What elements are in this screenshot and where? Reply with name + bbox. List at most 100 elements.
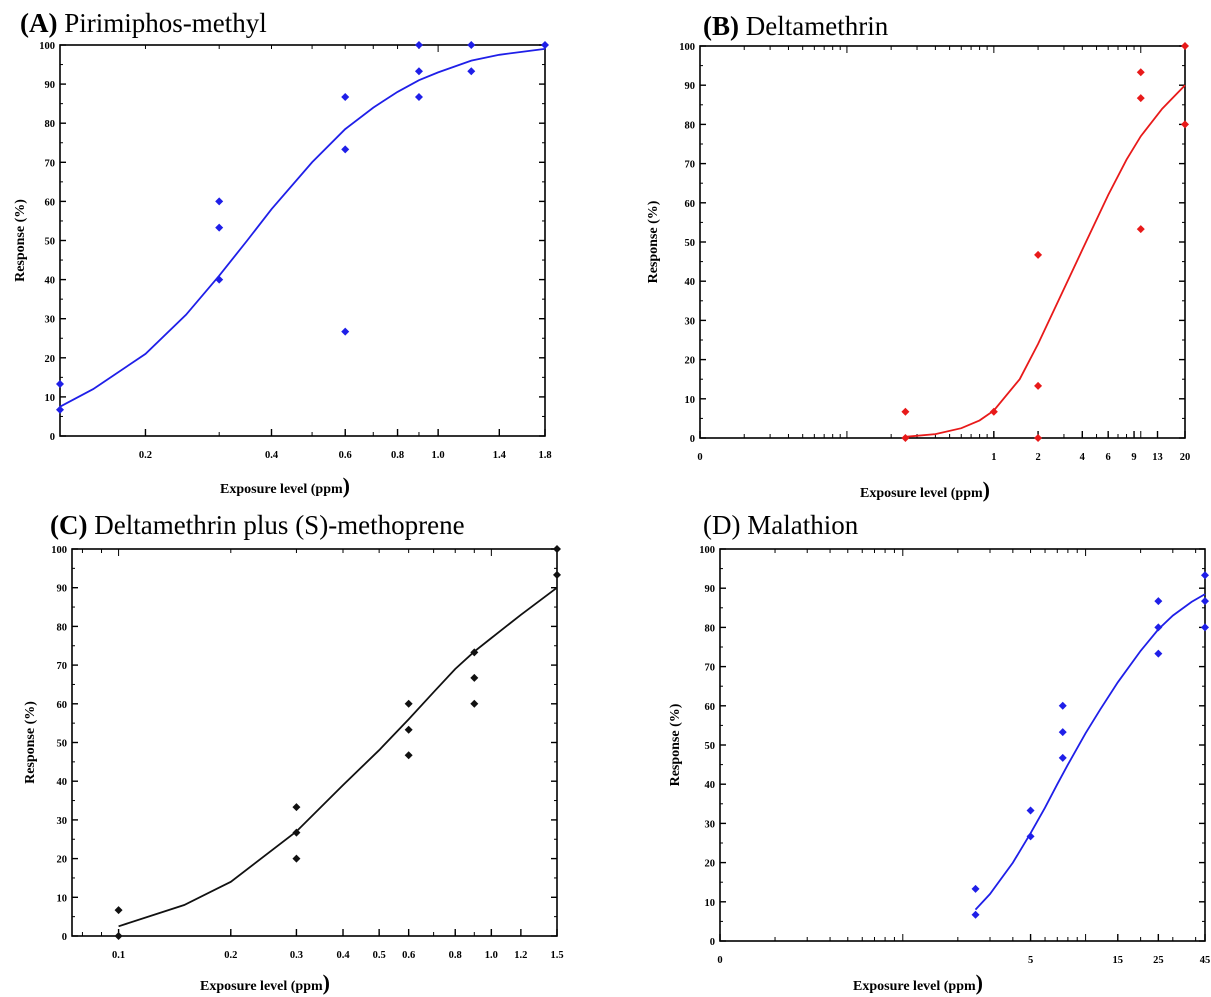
- x-tick-label: 5: [1028, 955, 1033, 966]
- x-tick-label: 0.6: [402, 950, 415, 961]
- x-axis-label-text: Exposure level (ppm: [860, 486, 983, 501]
- x-tick-label: 25: [1153, 955, 1164, 966]
- y-tick-label: 90: [45, 80, 56, 91]
- data-point: [901, 434, 910, 442]
- x-tick-label: 0.1: [112, 950, 125, 961]
- data-point: [470, 699, 479, 708]
- x-tick-label: 0.5: [373, 950, 386, 961]
- y-axis-label: Response (%): [668, 703, 683, 786]
- y-tick-label: 80: [57, 622, 68, 633]
- data-point: [971, 884, 980, 893]
- x-axis-label-paren: ): [323, 970, 330, 995]
- data-point: [470, 673, 479, 682]
- fitted-curve: [905, 84, 1186, 438]
- y-tick-label: 30: [57, 816, 68, 827]
- y-tick-label: 60: [45, 197, 56, 208]
- x-tick-label: 1.5: [550, 950, 563, 961]
- y-tick-label: 70: [57, 661, 68, 672]
- plot-frame: [71, 548, 558, 937]
- data-point: [1201, 597, 1209, 606]
- data-point: [215, 197, 224, 206]
- y-tick-label: 40: [45, 276, 56, 287]
- data-point: [404, 699, 413, 708]
- x-tick-label: 2: [1035, 452, 1040, 463]
- x-axis-label-paren: ): [343, 473, 350, 498]
- fitted-curve: [59, 48, 546, 408]
- data-point: [341, 327, 350, 336]
- y-axis-label: Response (%): [13, 199, 28, 282]
- y-tick-label: 100: [679, 42, 695, 53]
- panel-title: (D) Malathion: [703, 510, 859, 540]
- data-point: [1201, 623, 1209, 632]
- data-point: [470, 648, 479, 657]
- y-tick-label: 0: [710, 937, 715, 948]
- panel-d-malathion: (D) Malathion 0 10 20 30 40 50 60 70 80 90 100 0 5 15 2…: [668, 510, 1210, 995]
- x-axis-label-text: Exposure level (ppm: [220, 482, 343, 497]
- data-point: [292, 803, 301, 812]
- panel-a-pirimiphos-methyl: (A) Pirimiphos-methyl 0 10 20 30 40 50 60 70 80 90…: [13, 8, 552, 498]
- data-point: [1136, 225, 1145, 234]
- plot-frame: [699, 45, 1186, 439]
- data-point: [1026, 806, 1035, 815]
- y-tick-label: 30: [685, 316, 696, 327]
- data-point: [1154, 597, 1163, 606]
- y-axis-label: Response (%): [23, 701, 38, 784]
- y-tick-label: 90: [685, 81, 696, 92]
- y-tick-label: 20: [57, 855, 68, 866]
- x-tick-label: 45: [1200, 955, 1211, 966]
- x-tick-label: 1: [991, 452, 996, 463]
- data-point: [341, 145, 350, 154]
- y-tick-label: 80: [705, 623, 716, 634]
- plot-frame: [719, 548, 1206, 942]
- panel-title: (A) Pirimiphos-methyl: [20, 8, 267, 38]
- data-point: [1026, 832, 1035, 841]
- data-point: [1058, 728, 1067, 737]
- y-tick-label: 100: [39, 41, 55, 52]
- y-tick-label: 60: [685, 199, 696, 210]
- data-point: [414, 93, 423, 102]
- x-tick-label: 1.2: [514, 950, 527, 961]
- data-point: [901, 407, 910, 416]
- y-tick-label: 0: [62, 932, 67, 943]
- y-tick-label: 10: [705, 898, 716, 909]
- y-tick-label: 10: [685, 395, 696, 406]
- data-point: [971, 910, 980, 919]
- y-tick-label: 100: [51, 545, 67, 556]
- data-point: [1034, 434, 1043, 442]
- y-tick-label: 90: [705, 584, 716, 595]
- data-point: [1136, 94, 1145, 103]
- x-axis-label: Exposure level (ppm): [220, 473, 350, 498]
- data-point: [1181, 120, 1189, 129]
- y-tick-label: 50: [45, 237, 56, 248]
- x-tick-label: 0: [697, 452, 702, 463]
- x-tick-label: 0.4: [336, 950, 350, 961]
- y-tick-label: 20: [705, 859, 716, 870]
- y-tick-label: 30: [45, 315, 56, 326]
- x-tick-label: 13: [1152, 452, 1163, 463]
- data-point: [215, 275, 224, 284]
- data-point: [1058, 701, 1067, 710]
- y-tick-label: 10: [45, 393, 56, 404]
- y-tick-label: 0: [50, 432, 55, 443]
- data-point: [404, 725, 413, 734]
- data-point: [56, 405, 64, 414]
- y-tick-label: 40: [705, 780, 716, 791]
- x-tick-label: 4: [1080, 452, 1086, 463]
- y-tick-label: 60: [705, 702, 716, 713]
- panel-title-text: Pirimiphos-methyl: [64, 8, 267, 38]
- panel-title: (B) Deltamethrin: [703, 11, 889, 41]
- data-point: [114, 932, 123, 940]
- plot-frame: [59, 44, 546, 437]
- x-tick-label: 0.4: [265, 450, 279, 461]
- panel-title-text: Deltamethrin: [746, 11, 889, 41]
- y-tick-label: 70: [705, 663, 716, 674]
- x-tick-label: 1.8: [538, 450, 551, 461]
- y-tick-label: 80: [685, 120, 696, 131]
- data-point: [56, 379, 64, 388]
- fitted-curve: [118, 586, 558, 928]
- x-tick-label: 0: [717, 955, 722, 966]
- data-point: [541, 41, 549, 49]
- data-point: [1034, 381, 1043, 390]
- x-axis-label-paren: ): [976, 970, 983, 995]
- y-tick-label: 20: [45, 354, 56, 365]
